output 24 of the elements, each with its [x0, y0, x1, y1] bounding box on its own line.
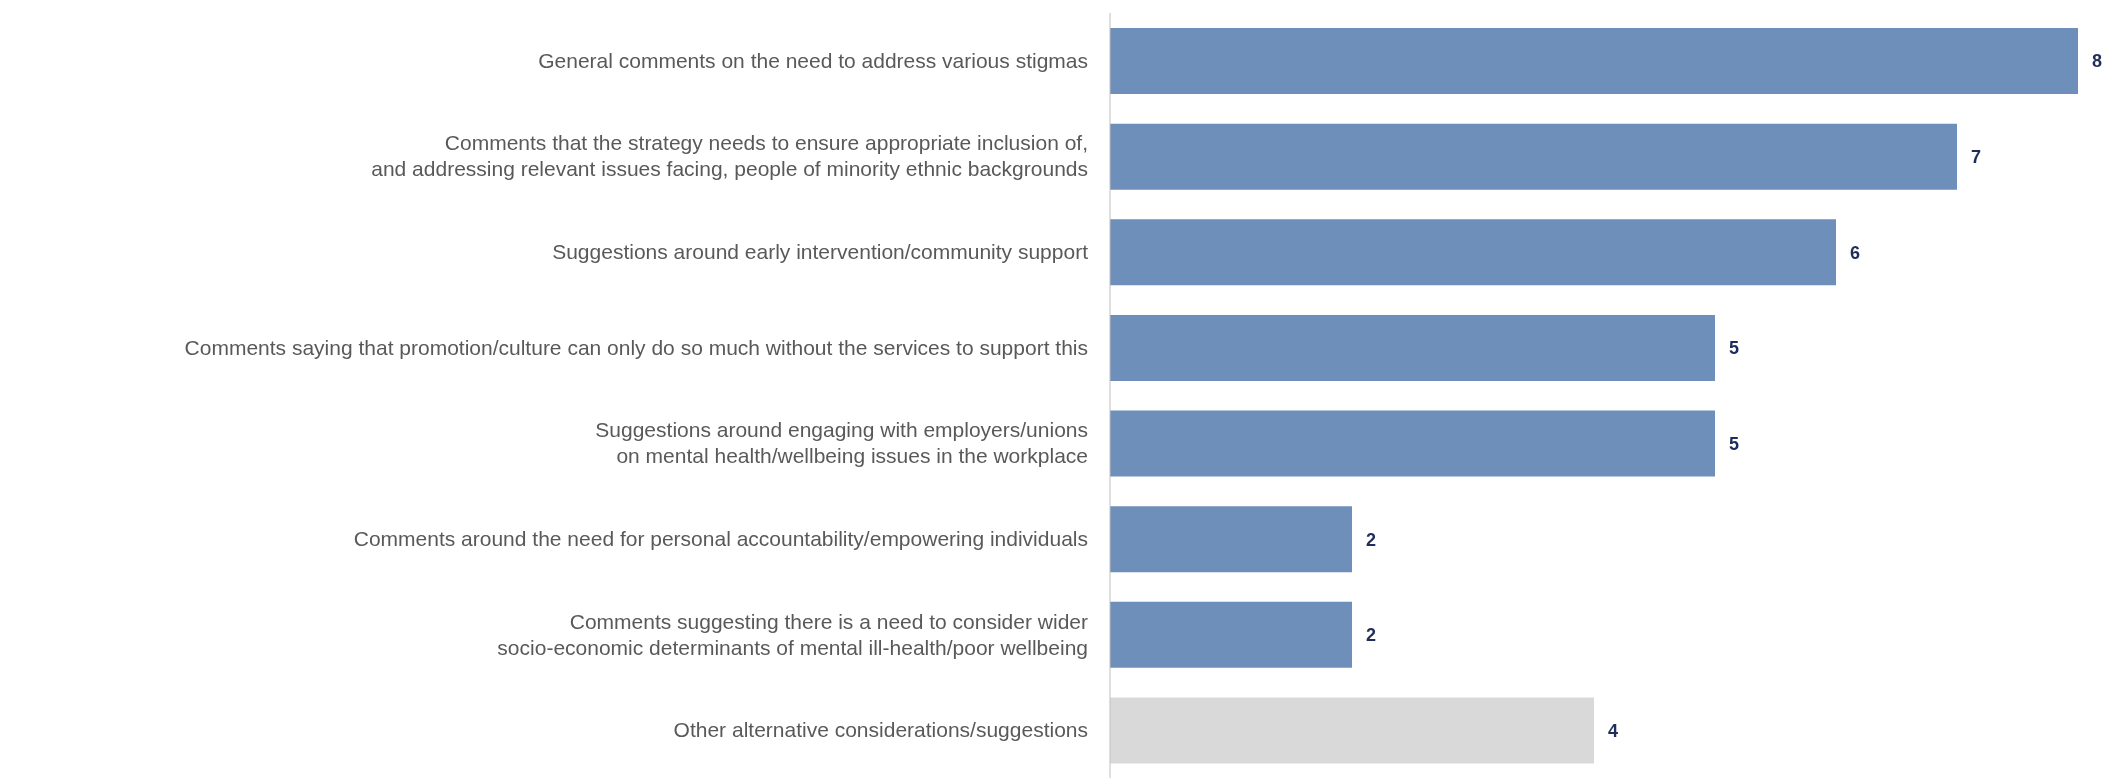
data-label: 5 — [1729, 338, 1740, 359]
y-tick-label: Comments that the strategy needs to ensure appropriate inclusion of, and addressing relevant issues facing, people of minority ethnic backgrounds — [371, 131, 1088, 181]
bar — [1110, 314, 1715, 381]
data-label: 8 — [2092, 51, 2103, 72]
y-tick-label: Suggestions around engaging with employers/unions on mental health/wellbeing issues in the workplace — [595, 418, 1088, 468]
y-tick-label: Other alternative considerations/suggestions — [673, 718, 1088, 742]
bar — [1110, 28, 2078, 94]
y-tick-label: General comments on the need to address various stigmas — [538, 48, 1088, 72]
bar — [1110, 506, 1352, 573]
bar — [1110, 410, 1715, 477]
data-label: 2 — [1366, 625, 1377, 646]
bar — [1110, 123, 1957, 190]
data-label: 2 — [1366, 529, 1377, 550]
data-label: 5 — [1729, 433, 1740, 454]
bar — [1110, 601, 1352, 668]
bar — [1110, 697, 1594, 764]
y-tick-label: Comments around the need for personal accountability/empowering individuals — [353, 526, 1088, 550]
data-label: 6 — [1850, 242, 1861, 263]
y-tick-label: Comments saying that promotion/culture can only do so much without the services to support this — [184, 335, 1088, 359]
y-tick-label: Comments suggesting there is a need to consider wider socio-economic determinants of mental ill-health/poor wellbeing — [497, 609, 1088, 659]
y-tick-label: Suggestions around early intervention/community support — [552, 240, 1089, 264]
data-label: 4 — [1608, 720, 1619, 741]
data-label: 7 — [1971, 147, 1982, 168]
bar — [1110, 219, 1836, 286]
